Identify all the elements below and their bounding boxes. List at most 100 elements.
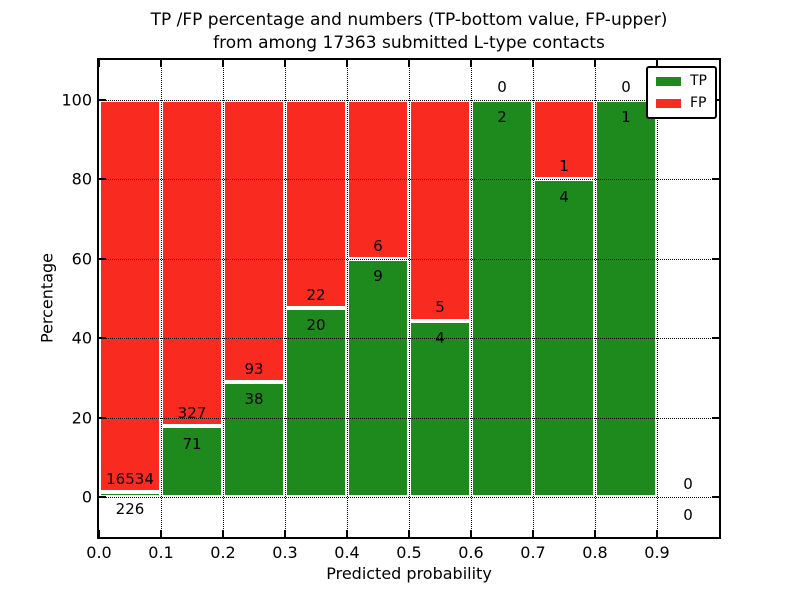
fp-count-label: 327: [177, 404, 207, 423]
x-tick-mark: [594, 530, 596, 537]
bar-tp-segment: [409, 320, 471, 498]
bar-tp-segment: [99, 491, 161, 498]
tp-count-label: 0: [683, 505, 693, 524]
x-tick-mark: [284, 60, 286, 67]
bar-fp-segment: [161, 99, 223, 427]
tp-count-label: 4: [435, 329, 445, 348]
y-tick-mark: [712, 337, 719, 340]
bar-tp-segment: [285, 307, 347, 498]
x-tick-label: 0.8: [582, 543, 608, 562]
tp-count-label: 4: [559, 187, 569, 206]
gridline-v: [471, 60, 472, 537]
y-tick-label: 80: [71, 169, 92, 189]
bar-fp-segment: [223, 99, 285, 382]
bar-tp-segment: [471, 99, 533, 498]
fp-count-label: 93: [244, 359, 264, 378]
gridline-v: [223, 60, 224, 537]
chart-title: TP /FP percentage and numbers (TP-bottom…: [99, 9, 719, 55]
x-tick-label: 0.1: [148, 543, 174, 562]
fp-count-label: 22: [306, 285, 326, 304]
y-tick-mark: [99, 416, 106, 419]
bar-fp-segment: [285, 99, 347, 308]
x-tick-label: 0.5: [396, 543, 422, 562]
bar-fp-segment: [409, 99, 471, 321]
x-tick-label: 0.7: [520, 543, 546, 562]
x-tick-mark: [284, 530, 286, 537]
x-tick-mark: [594, 60, 596, 67]
fp-count-label: 0: [683, 475, 693, 494]
chart-title-line1: TP /FP percentage and numbers (TP-bottom…: [150, 10, 668, 30]
x-tick-mark: [656, 530, 658, 537]
x-tick-label: 0.3: [272, 543, 298, 562]
x-tick-mark: [222, 60, 224, 67]
tp-count-label: 1: [621, 108, 631, 127]
x-tick-mark: [408, 60, 410, 67]
legend-item: TP: [656, 73, 707, 90]
y-tick-mark: [99, 337, 106, 340]
x-tick-mark: [346, 530, 348, 537]
x-axis-label: Predicted probability: [326, 564, 492, 583]
y-tick-mark: [99, 257, 106, 260]
gridline-v: [595, 60, 596, 537]
x-tick-mark: [532, 530, 534, 537]
gridline-v: [285, 60, 286, 537]
y-tick-mark: [99, 496, 106, 499]
x-tick-mark: [160, 530, 162, 537]
gridline-v: [347, 60, 348, 537]
y-tick-mark: [712, 178, 719, 181]
fp-count-label: 6: [373, 236, 383, 255]
gridline-v: [409, 60, 410, 537]
legend: TP FP: [646, 66, 717, 119]
y-tick-label: 60: [71, 249, 92, 269]
x-tick-label: 0.6: [458, 543, 484, 562]
y-tick-label: 0: [81, 487, 92, 507]
plot-area: 16534 226 327 71 93 38 22 20 6 9 5 4 0 2 1 4 0 1 0 0: [97, 58, 721, 539]
y-tick-mark: [712, 496, 719, 499]
bar-fp-segment: [99, 99, 161, 492]
fp-count-label: 0: [621, 77, 631, 96]
legend-tp-swatch: [656, 77, 681, 86]
x-tick-mark: [470, 530, 472, 537]
x-tick-mark: [408, 530, 410, 537]
y-tick-mark: [712, 416, 719, 419]
tp-count-label: 38: [244, 390, 264, 409]
bar-tp-segment: [223, 381, 285, 498]
x-tick-mark: [222, 530, 224, 537]
y-tick-label: 100: [61, 90, 92, 110]
tp-count-label: 2: [497, 108, 507, 127]
legend-label: FP: [690, 95, 707, 111]
bar-tp-segment: [595, 99, 657, 498]
x-tick-mark: [656, 60, 658, 67]
tp-count-label: 20: [306, 316, 326, 335]
tp-count-label: 226: [115, 500, 145, 519]
x-tick-mark: [99, 60, 100, 67]
bar-tp-segment: [161, 426, 223, 498]
x-tick-mark: [532, 60, 534, 67]
fp-count-label: 1: [559, 157, 569, 176]
x-tick-mark: [470, 60, 472, 67]
bar-fp-segment: [533, 99, 595, 180]
fp-count-label: 16534: [106, 469, 154, 488]
legend-fp-swatch: [656, 99, 681, 108]
y-tick-label: 40: [71, 328, 92, 348]
x-tick-mark: [99, 530, 100, 537]
legend-item: FP: [656, 95, 707, 112]
tp-count-label: 9: [373, 267, 383, 286]
x-tick-label: 0.4: [334, 543, 360, 562]
x-tick-label: 0.0: [86, 543, 112, 562]
y-tick-mark: [712, 257, 719, 260]
x-tick-label: 0.9: [644, 543, 670, 562]
x-tick-label: 0.2: [210, 543, 236, 562]
y-tick-mark: [99, 98, 106, 101]
x-tick-mark: [160, 60, 162, 67]
bar-tp-segment: [347, 258, 409, 498]
gridline-v: [657, 60, 658, 537]
gridline-v: [161, 60, 162, 537]
chart-title-line2: from among 17363 submitted L-type contac…: [213, 33, 605, 53]
fp-count-label: 5: [435, 298, 445, 317]
x-tick-mark: [346, 60, 348, 67]
y-tick-label: 20: [71, 408, 92, 428]
tp-count-label: 71: [182, 434, 202, 453]
gridline-v: [533, 60, 534, 537]
